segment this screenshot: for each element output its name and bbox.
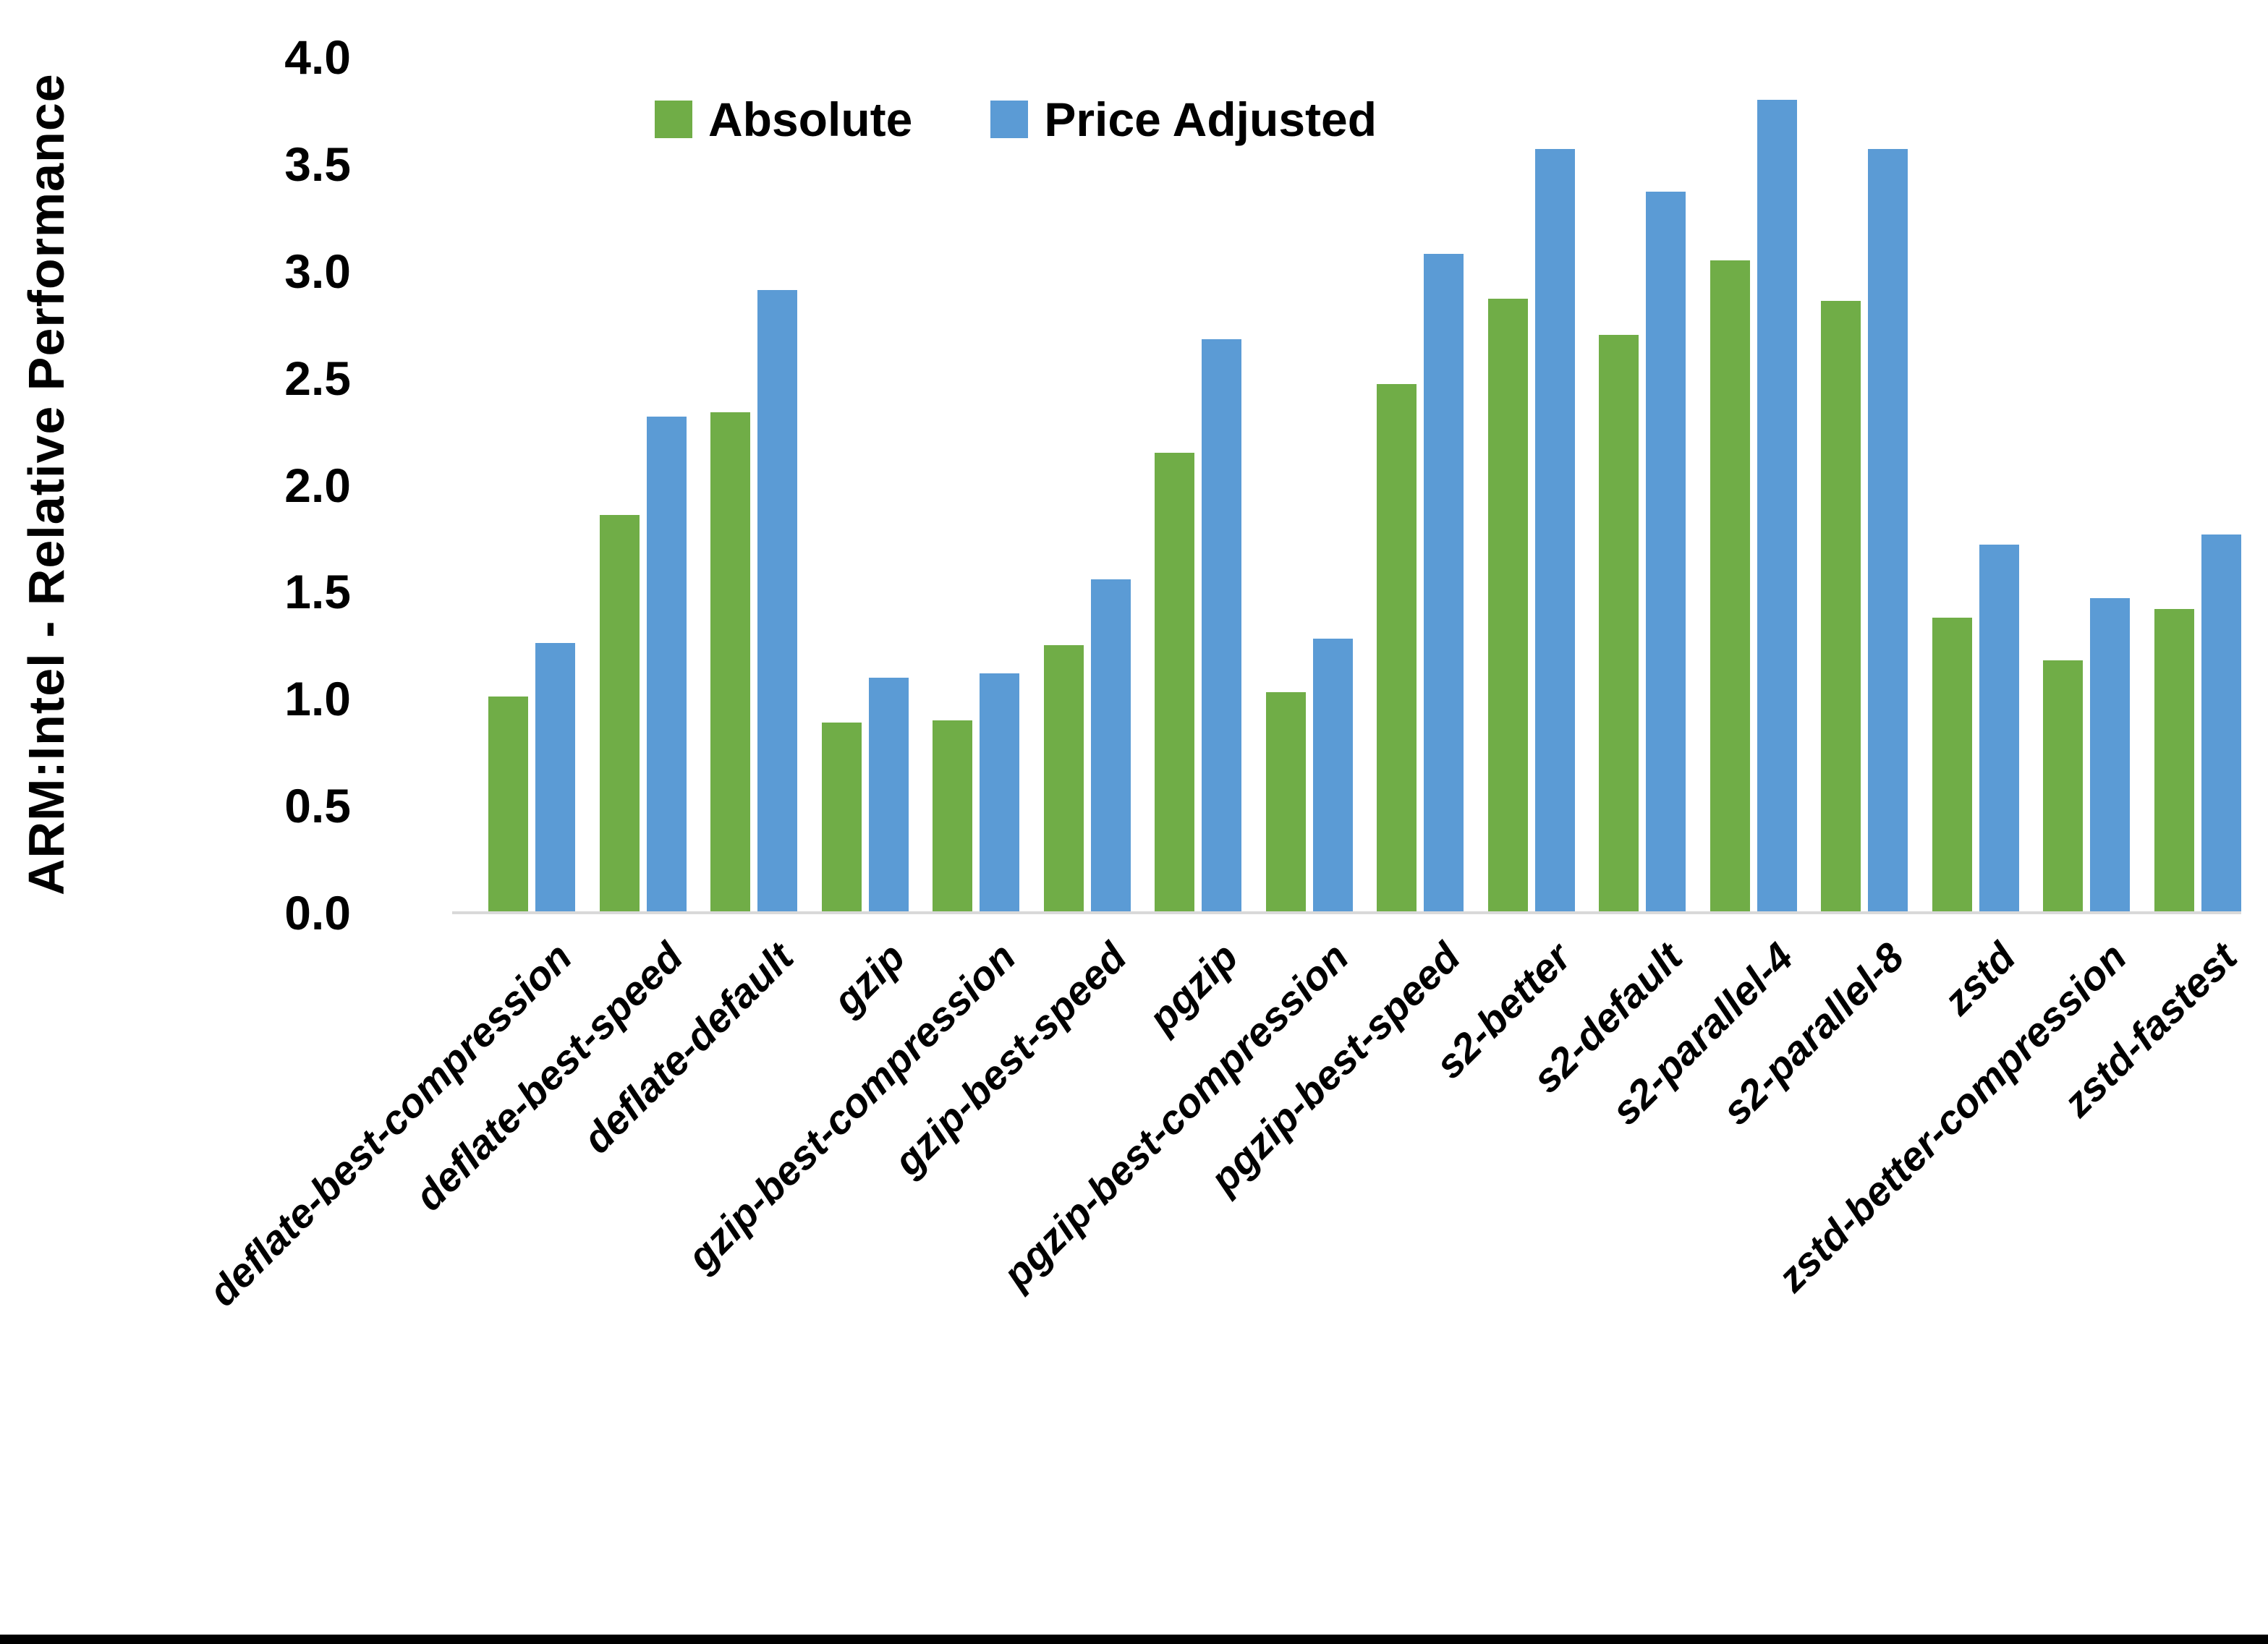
x-axis-label: gzip: [823, 934, 914, 1023]
bar-absolute: [1377, 384, 1417, 913]
bar-price-adjusted: [1979, 545, 2019, 913]
bar-price-adjusted: [1202, 339, 1241, 913]
x-axis-label: zstd: [1934, 934, 2024, 1023]
bar-price-adjusted: [646, 416, 687, 913]
bar-absolute: [2154, 609, 2194, 913]
bar-absolute: [710, 412, 750, 913]
bar-price-adjusted: [535, 643, 575, 913]
bar-absolute: [599, 514, 640, 913]
bar-price-adjusted: [1646, 192, 1686, 913]
legend-label: Price Adjusted: [1044, 93, 1377, 146]
bar-absolute: [1155, 453, 1194, 913]
legend: Absolute Price Adjusted: [655, 95, 1377, 143]
bar-absolute: [1932, 617, 1972, 913]
bar-absolute: [1265, 692, 1306, 913]
bar-price-adjusted: [1090, 579, 1131, 913]
y-axis-tick-label: 2.5: [284, 351, 351, 405]
y-axis-tick-label: 0.0: [284, 886, 351, 940]
legend-item: Price Adjusted: [990, 95, 1377, 143]
legend-swatch-icon: [655, 101, 692, 138]
bar-absolute: [1043, 645, 1084, 913]
bar-price-adjusted: [1757, 100, 1797, 913]
x-axis-label: pgzip: [1139, 934, 1246, 1042]
y-axis-tick-label: 0.5: [284, 779, 351, 833]
y-axis-tick-label: 4.0: [284, 30, 351, 84]
bar-absolute: [1487, 299, 1528, 913]
bar-price-adjusted: [757, 290, 797, 913]
y-axis-title: ARM:Intel - Relative Performance: [18, 73, 75, 896]
bottom-border: [0, 1635, 2268, 1644]
x-axis-line: [452, 911, 2241, 914]
bar-absolute: [2043, 660, 2083, 913]
bar-price-adjusted: [1424, 254, 1464, 913]
bar-price-adjusted: [2201, 534, 2241, 913]
bar-absolute: [821, 722, 862, 913]
y-axis-tick-label: 1.0: [284, 672, 351, 726]
bar-price-adjusted: [1534, 149, 1575, 913]
bar-absolute: [488, 697, 528, 913]
bar-absolute: [1599, 335, 1639, 913]
y-axis-tick-label: 3.0: [284, 244, 351, 298]
bar-price-adjusted: [1868, 149, 1908, 913]
bar-absolute: [933, 720, 972, 913]
y-axis-tick-label: 3.5: [284, 137, 351, 191]
y-axis-tick-label: 2.0: [284, 458, 351, 512]
legend-label: Absolute: [708, 93, 913, 146]
legend-item: Absolute: [655, 95, 912, 143]
legend-swatch-icon: [990, 101, 1029, 138]
bar-price-adjusted: [2090, 598, 2130, 913]
bar-price-adjusted: [980, 673, 1019, 913]
y-axis-tick-label: 1.5: [284, 565, 351, 619]
bar-price-adjusted: [868, 677, 909, 913]
bar-absolute: [1821, 301, 1861, 913]
bar-price-adjusted: [1312, 639, 1353, 913]
x-axis-label: deflate-default: [574, 934, 802, 1162]
bar-absolute: [1710, 260, 1750, 913]
